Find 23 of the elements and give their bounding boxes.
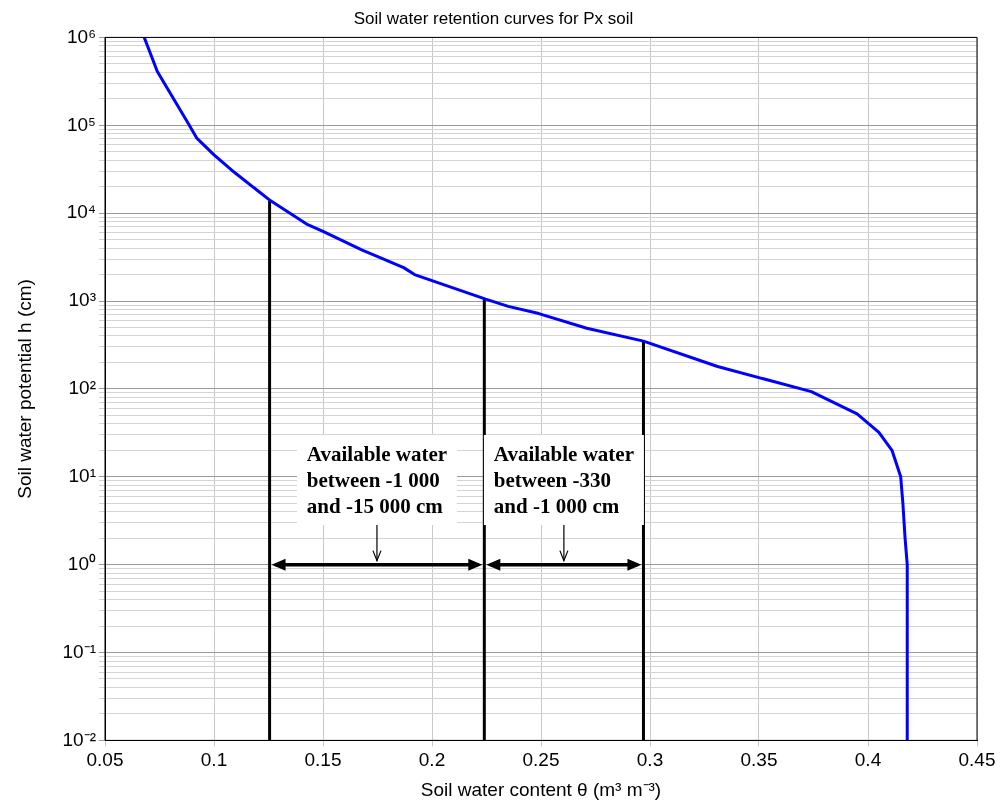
chart-title: Soil water retention curves for Px soil	[353, 8, 634, 28]
x-tick-label: 0.45	[958, 749, 996, 771]
x-tick-label: 0.25	[522, 749, 560, 771]
annotation: Available water between -1 000 and -15 000 cm	[296, 434, 458, 525]
y-tick-label: 10⁻²	[62, 728, 96, 750]
x-tick-label: 0.05	[86, 749, 124, 771]
x-tick-label: 0.3	[636, 749, 664, 771]
y-tick-label: 10⁻¹	[62, 640, 96, 662]
y-tick-label: 10¹	[68, 465, 96, 487]
annotation: Available water between -330 and -1 000 cm	[483, 434, 644, 525]
y-tick-label: 10⁴	[66, 201, 96, 223]
y-tick-label: 10⁰	[67, 552, 96, 574]
x-axis-title: Soil water content θ (m³ m⁻³)	[420, 778, 662, 800]
y-tick-label: 10⁵	[66, 113, 96, 135]
x-tick-label: 0.2	[418, 749, 446, 771]
x-tick-label: 0.15	[304, 749, 342, 771]
x-tick-label: 0.4	[854, 749, 882, 771]
x-tick-label: 0.1	[200, 749, 228, 771]
y-tick-label: 10³	[68, 289, 96, 311]
y-tick-label: 10²	[68, 377, 96, 399]
y-tick-label: 10⁶	[67, 25, 96, 47]
x-tick-label: 0.35	[740, 749, 778, 771]
y-axis-title: Soil water potential h (cm)	[13, 279, 35, 499]
